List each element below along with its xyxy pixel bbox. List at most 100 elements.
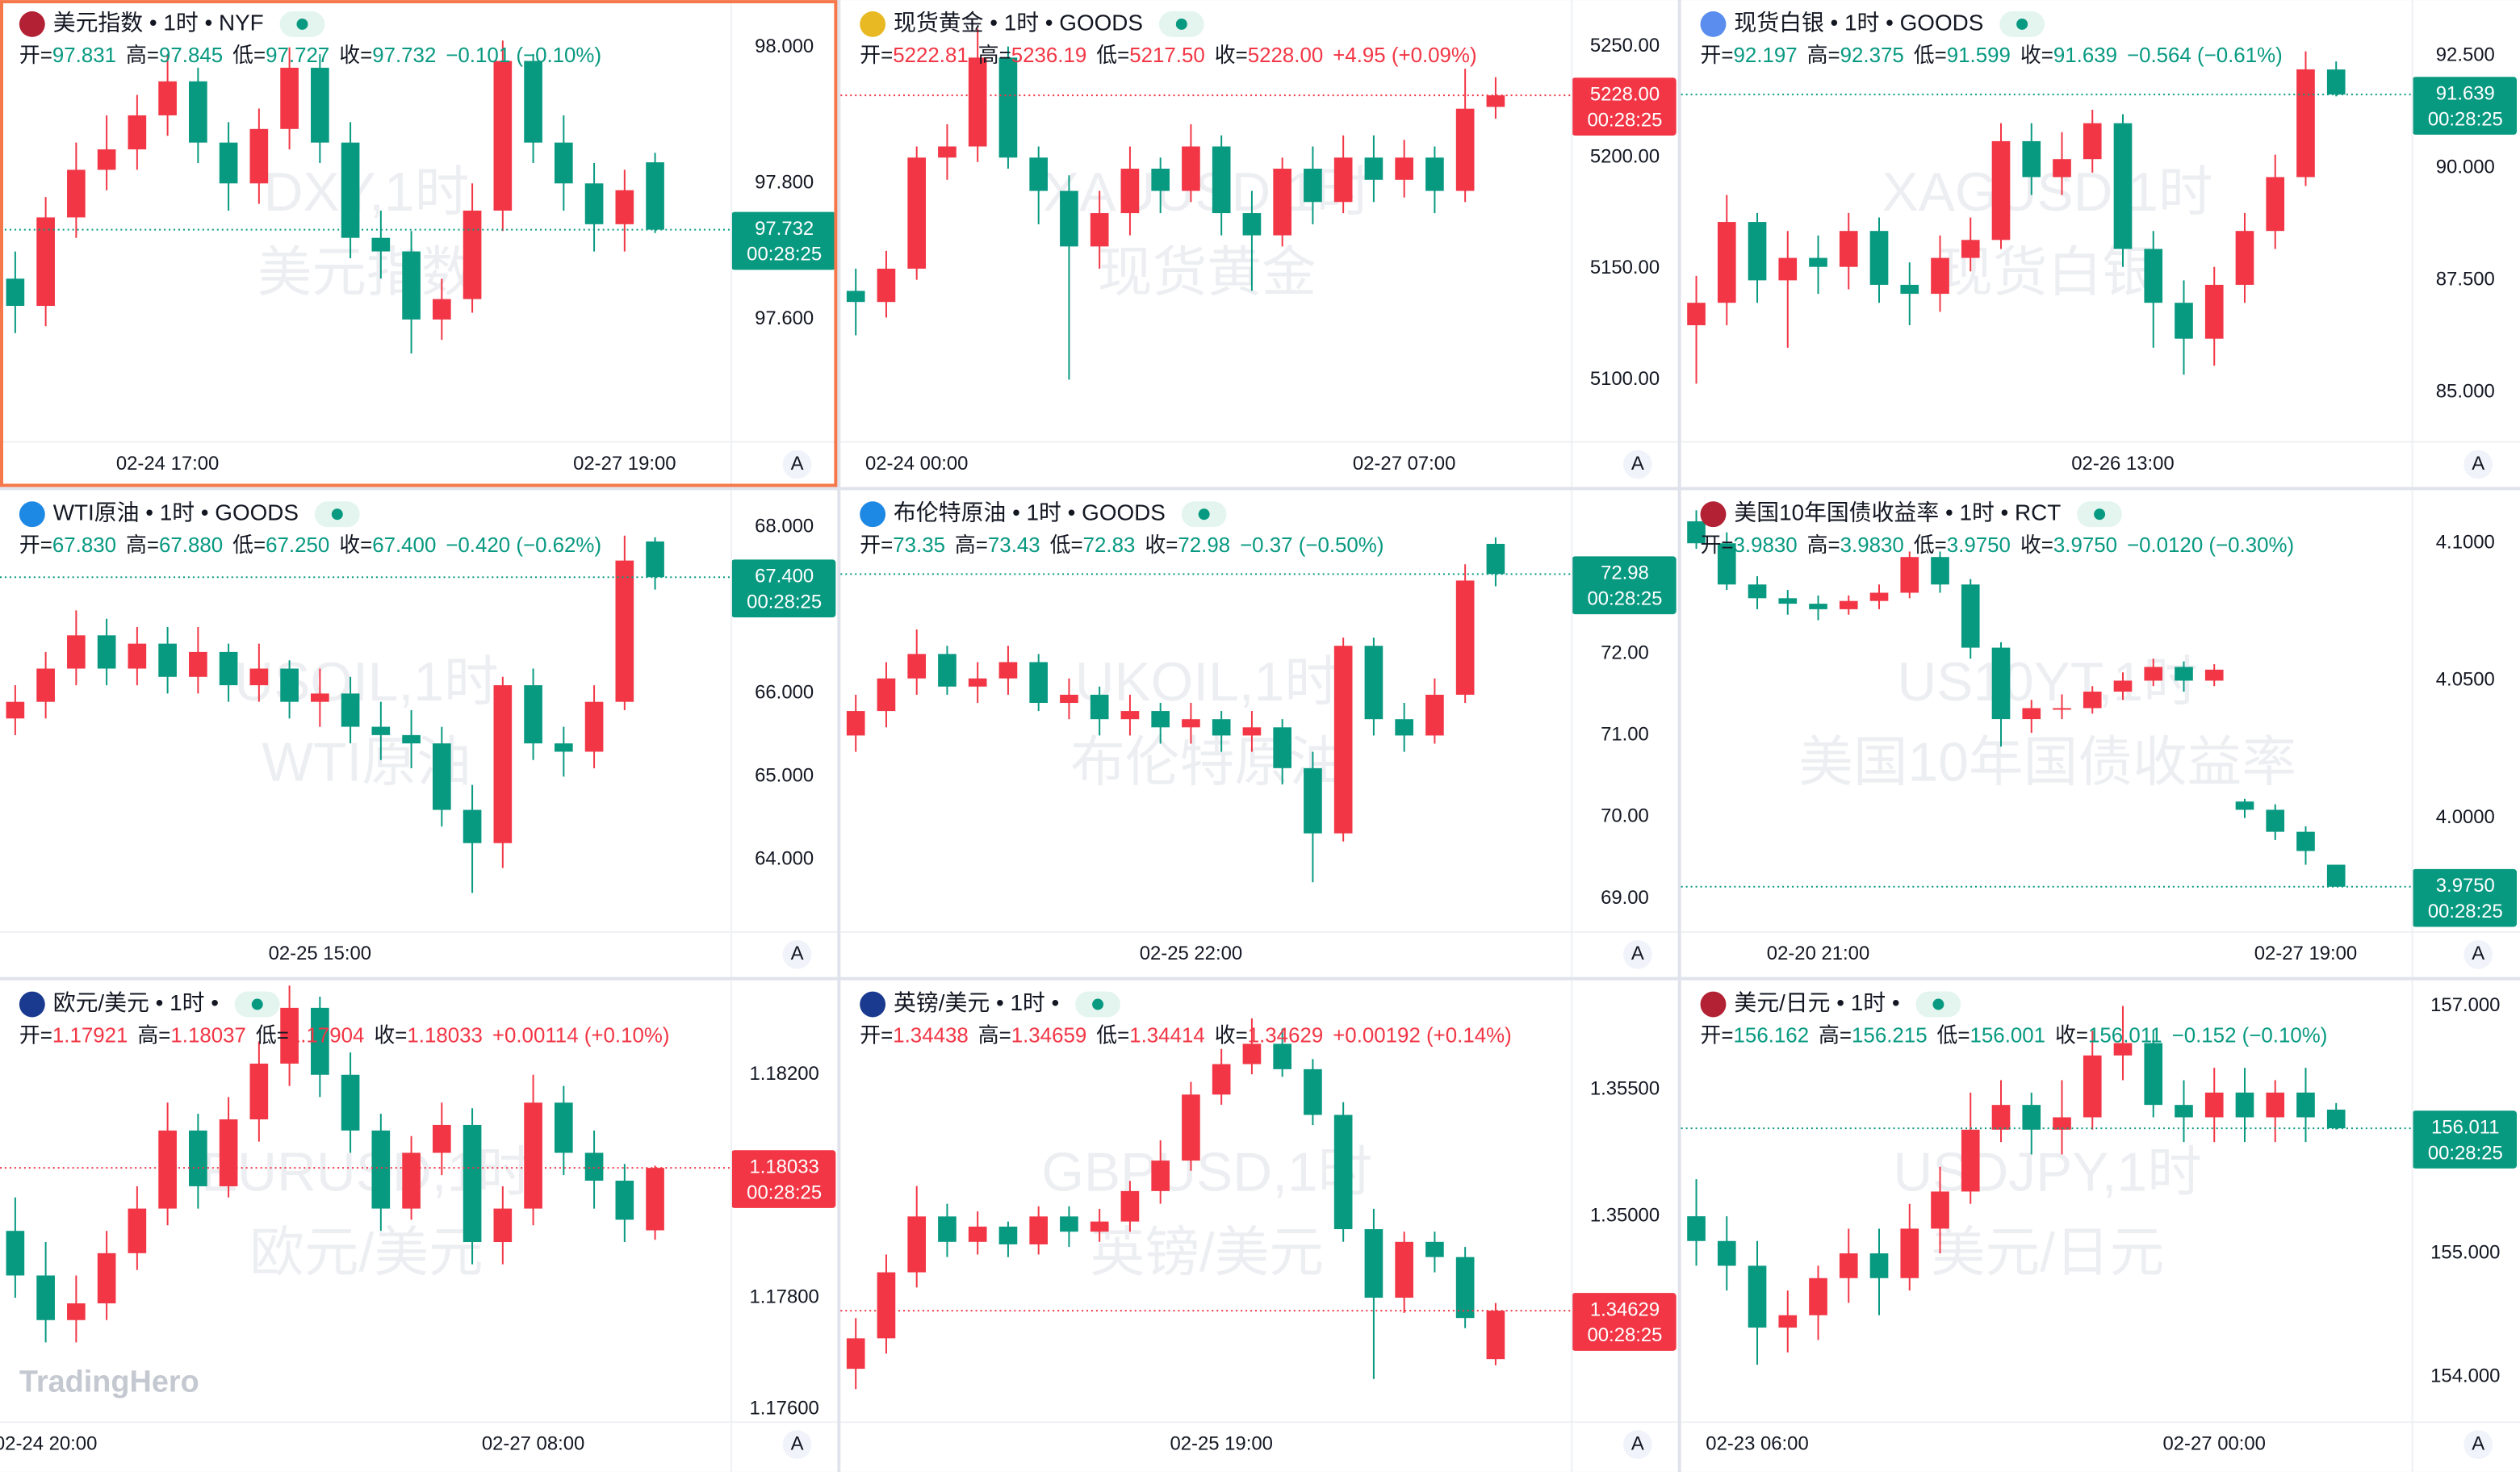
symbol-icon	[1700, 991, 1727, 1018]
price-tag	[1572, 77, 1677, 136]
auto-scale-button[interactable]: A	[2472, 943, 2484, 964]
ohlc-header: 开=73.35 高=73.43 低=72.83 收=72.98 −0.37 (−0.50…	[860, 533, 1383, 557]
auto-scale-button[interactable]: A	[791, 453, 804, 475]
candle-body	[2204, 669, 2224, 681]
x-tick-label: 02-24 17:00	[116, 453, 219, 475]
ohlc-label: 高=	[978, 1023, 1011, 1047]
ohlc-label: 低=	[232, 533, 266, 557]
candle-body	[1991, 1105, 2011, 1130]
y-tick-label: 72.00	[1601, 642, 1649, 664]
candle-body	[1900, 1228, 1919, 1278]
symbol-icon	[860, 11, 886, 37]
ohlc-label: 高=	[1807, 533, 1840, 557]
candle-body	[1304, 169, 1322, 203]
ohlc-value: 67.400	[372, 534, 436, 557]
x-tick-label: 02-25 22:00	[1140, 943, 1242, 964]
candle-body	[555, 743, 573, 752]
ohlc-label: 收=	[1145, 533, 1178, 557]
price-tag	[1572, 1293, 1677, 1351]
ohlc-value: 5236.19	[1011, 44, 1087, 67]
auto-scale-button[interactable]: A	[1631, 943, 1644, 964]
x-tick-label: 02-26 13:00	[2071, 453, 2174, 475]
candle-body	[584, 701, 604, 752]
candle-body	[128, 115, 147, 150]
candle-body	[877, 1272, 896, 1339]
candle-body	[1486, 543, 1505, 575]
candle-body	[1486, 95, 1505, 107]
candle-body	[998, 1226, 1018, 1244]
candle-body	[1029, 1216, 1049, 1244]
candle-body	[1869, 592, 1889, 601]
candle-body	[1425, 157, 1444, 191]
candle-body	[1809, 604, 1827, 609]
chart-title[interactable]: 欧元/美元 • 1时 •	[53, 990, 219, 1015]
auto-scale-button-bg[interactable]	[2463, 1430, 2493, 1459]
chart-title[interactable]: 英镑/美元 • 1时 •	[894, 990, 1059, 1015]
ohlc-header: 开=3.9830 高=3.9830 低=3.9750 收=3.9750 −0.0120 …	[1701, 533, 2295, 557]
symbol-icon	[19, 501, 45, 528]
ohlc-value: 1.18037	[170, 1024, 246, 1047]
candle-body	[907, 654, 927, 679]
auto-scale-button[interactable]: A	[791, 943, 804, 964]
auto-scale-button-bg[interactable]	[2463, 450, 2493, 479]
auto-scale-button[interactable]: A	[791, 1432, 804, 1454]
chart-title[interactable]: 美国10年国债收益率 • 1时 • RCT	[1734, 500, 2061, 525]
chart-title[interactable]: 布伦特原油 • 1时 • GOODS	[894, 500, 1166, 525]
auto-scale-button-bg[interactable]	[1622, 450, 1652, 479]
candle-body	[158, 81, 177, 115]
auto-scale-button-bg[interactable]	[782, 939, 812, 969]
x-tick-label: 02-25 19:00	[1170, 1432, 1272, 1454]
y-tick-label: 87.500	[2436, 269, 2495, 291]
candle-body	[524, 1102, 542, 1209]
auto-scale-button[interactable]: A	[1631, 453, 1644, 475]
auto-scale-button-bg[interactable]	[1622, 939, 1652, 969]
candle-body	[938, 146, 957, 158]
chart-title[interactable]: 现货白银 • 1时 • GOODS	[1734, 10, 1983, 35]
chart-title[interactable]: 美元指数 • 1时 • NYF	[53, 10, 264, 35]
candle-body	[1212, 1064, 1231, 1095]
auto-scale-button[interactable]: A	[2472, 1432, 2484, 1454]
price-tag-value: 156.011	[2431, 1116, 2500, 1138]
y-tick-label: 1.17800	[749, 1286, 818, 1307]
countdown: 00:28:25	[2428, 1142, 2503, 1164]
watermark-name: 美元指数	[257, 242, 476, 303]
y-tick-label: 5100.00	[1590, 368, 1660, 390]
ohlc-label: 高=	[955, 533, 988, 557]
auto-scale-button[interactable]: A	[2472, 453, 2484, 475]
candle-body	[1242, 727, 1262, 736]
candle-body	[2083, 1055, 2102, 1118]
candle-body	[1333, 157, 1353, 203]
candle-body	[1455, 1257, 1475, 1319]
auto-scale-button[interactable]: A	[1631, 1432, 1644, 1454]
auto-scale-button-bg[interactable]	[782, 1430, 812, 1459]
x-tick-label: 02-23 06:00	[1706, 1432, 1808, 1454]
candle-body	[219, 142, 238, 184]
candle-body	[524, 685, 542, 744]
candle-body	[371, 726, 391, 735]
chart-title[interactable]: 现货黄金 • 1时 • GOODS	[894, 10, 1143, 35]
candle-body	[1364, 646, 1383, 720]
ohlc-value: 97.845	[159, 44, 223, 67]
auto-scale-button-bg[interactable]	[2463, 939, 2493, 969]
status-dot	[1198, 508, 1210, 521]
candle-body	[968, 57, 987, 147]
auto-scale-button-bg[interactable]	[1622, 1430, 1652, 1459]
candle-body	[280, 67, 299, 129]
ohlc-label: 高=	[978, 44, 1011, 67]
ohlc-change: −0.37 (−0.50%)	[1240, 534, 1383, 557]
auto-scale-button-bg[interactable]	[782, 450, 812, 479]
candle-body	[219, 1119, 238, 1186]
chart-title[interactable]: WTI原油 • 1时 • GOODS	[53, 500, 299, 525]
ohlc-label: 低=	[1937, 1023, 1970, 1047]
y-tick-label: 154.000	[2430, 1365, 2500, 1387]
y-tick-label: 85.000	[2436, 381, 2495, 403]
candle-body	[249, 668, 269, 686]
chart-title[interactable]: 美元/日元 • 1时 •	[1734, 990, 1899, 1015]
ohlc-value: 1.17904	[289, 1024, 365, 1047]
candle-body	[371, 1130, 391, 1209]
candle-body	[1120, 1190, 1140, 1222]
status-dot	[1092, 998, 1104, 1010]
candle-body	[1839, 600, 1858, 609]
